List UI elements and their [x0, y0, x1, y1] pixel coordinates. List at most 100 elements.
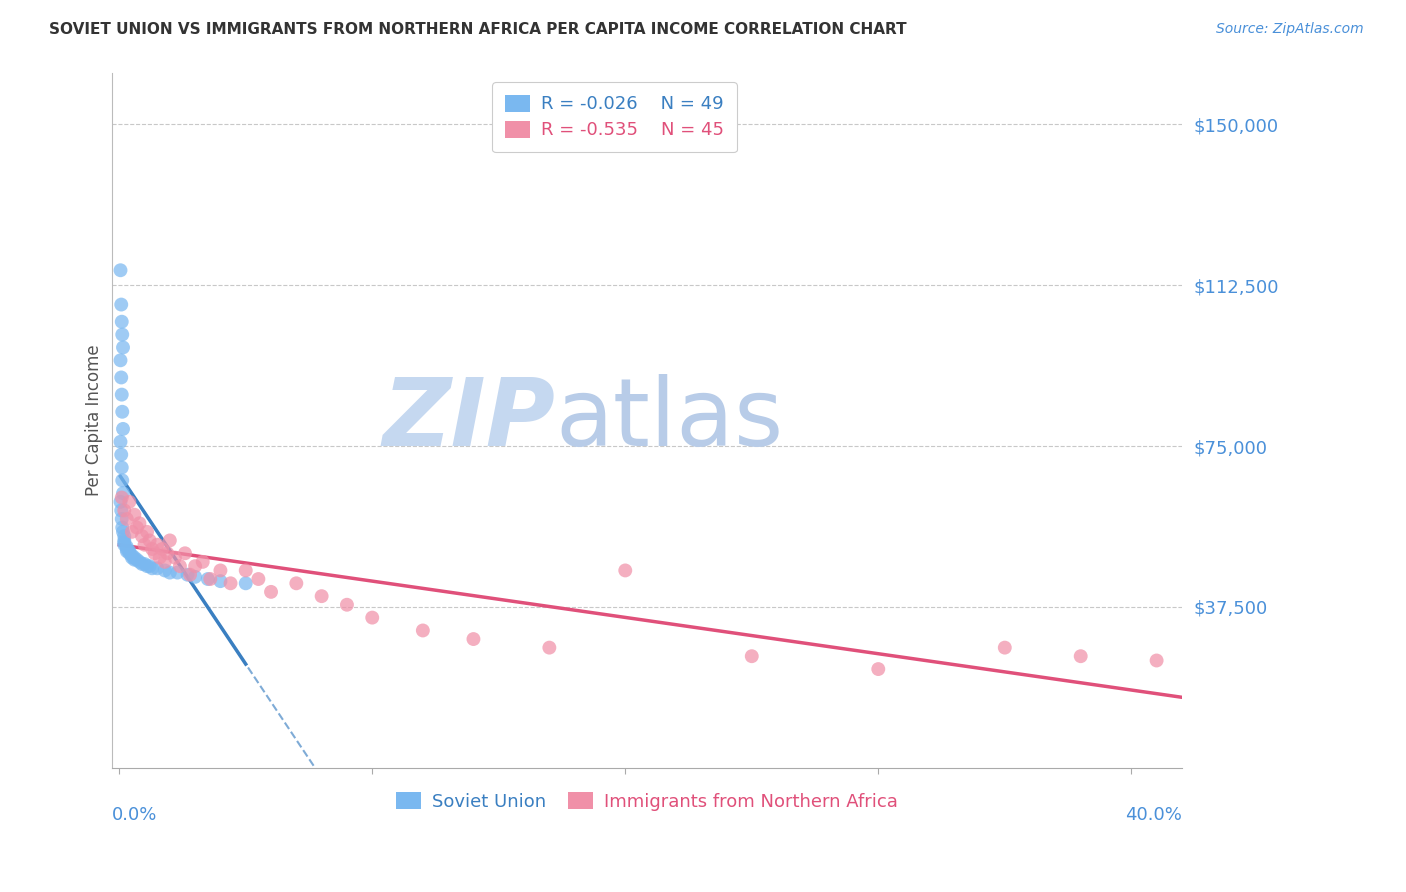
Point	[146, 538, 169, 552]
Point	[169, 559, 191, 574]
Point	[176, 567, 198, 582]
Point	[235, 564, 257, 578]
Point	[111, 460, 134, 475]
Point	[111, 524, 134, 539]
Point	[141, 561, 163, 575]
Text: Source: ZipAtlas.com: Source: ZipAtlas.com	[1216, 22, 1364, 37]
Point	[174, 546, 197, 560]
Point	[110, 370, 132, 384]
Point	[111, 474, 134, 488]
Point	[134, 557, 156, 571]
Point	[868, 662, 890, 676]
Point	[1070, 649, 1092, 664]
Point	[166, 566, 188, 580]
Point	[118, 495, 141, 509]
Point	[115, 544, 138, 558]
Point	[110, 495, 132, 509]
Point	[149, 550, 172, 565]
Point	[412, 624, 434, 638]
Text: SOVIET UNION VS IMMIGRANTS FROM NORTHERN AFRICA PER CAPITA INCOME CORRELATION CH: SOVIET UNION VS IMMIGRANTS FROM NORTHERN…	[49, 22, 907, 37]
Point	[112, 535, 135, 549]
Point	[131, 529, 153, 543]
Point	[118, 544, 141, 558]
Point	[111, 512, 134, 526]
Point	[124, 508, 146, 522]
Point	[111, 387, 134, 401]
Point	[994, 640, 1017, 655]
Point	[285, 576, 308, 591]
Point	[111, 405, 134, 419]
Point	[118, 546, 141, 560]
Point	[1146, 653, 1168, 667]
Point	[150, 541, 173, 556]
Point	[111, 422, 134, 436]
Y-axis label: Per Capita Income: Per Capita Income	[86, 344, 103, 496]
Point	[143, 546, 166, 560]
Point	[136, 559, 159, 574]
Point	[110, 297, 132, 311]
Point	[115, 541, 138, 556]
Point	[111, 341, 134, 355]
Point	[235, 576, 257, 591]
Point	[336, 598, 359, 612]
Point	[191, 555, 214, 569]
Legend: Soviet Union, Immigrants from Northern Africa: Soviet Union, Immigrants from Northern A…	[388, 784, 905, 818]
Point	[110, 434, 132, 449]
Point	[115, 512, 138, 526]
Point	[538, 640, 561, 655]
Point	[153, 555, 176, 569]
Point	[110, 353, 132, 368]
Point	[115, 540, 138, 554]
Text: atlas: atlas	[555, 375, 785, 467]
Point	[128, 516, 150, 531]
Point	[125, 552, 148, 566]
Point	[128, 555, 150, 569]
Point	[361, 610, 384, 624]
Point	[141, 541, 163, 556]
Point	[112, 538, 135, 552]
Point	[111, 491, 134, 505]
Text: 0.0%: 0.0%	[111, 805, 157, 824]
Point	[209, 574, 232, 589]
Point	[159, 566, 181, 580]
Point	[111, 520, 134, 534]
Point	[184, 570, 207, 584]
Point	[138, 533, 160, 548]
Point	[260, 585, 283, 599]
Text: ZIP: ZIP	[382, 375, 555, 467]
Point	[110, 263, 132, 277]
Point	[112, 529, 135, 543]
Point	[741, 649, 763, 664]
Point	[163, 550, 186, 565]
Point	[110, 448, 132, 462]
Point	[131, 557, 153, 571]
Point	[111, 315, 134, 329]
Point	[110, 503, 132, 517]
Point	[134, 538, 156, 552]
Point	[121, 524, 143, 539]
Point	[614, 564, 637, 578]
Point	[111, 486, 134, 500]
Point	[121, 549, 143, 563]
Point	[247, 572, 270, 586]
Point	[112, 503, 135, 517]
Point	[124, 552, 146, 566]
Point	[159, 533, 181, 548]
Point	[146, 561, 169, 575]
Point	[125, 520, 148, 534]
Point	[200, 572, 222, 586]
Point	[197, 572, 219, 586]
Point	[124, 550, 146, 565]
Point	[311, 589, 333, 603]
Point	[209, 564, 232, 578]
Point	[111, 327, 134, 342]
Point	[138, 559, 160, 574]
Point	[112, 533, 135, 548]
Point	[219, 576, 242, 591]
Point	[136, 524, 159, 539]
Point	[156, 546, 179, 560]
Point	[179, 567, 201, 582]
Point	[153, 564, 176, 578]
Point	[184, 559, 207, 574]
Point	[121, 550, 143, 565]
